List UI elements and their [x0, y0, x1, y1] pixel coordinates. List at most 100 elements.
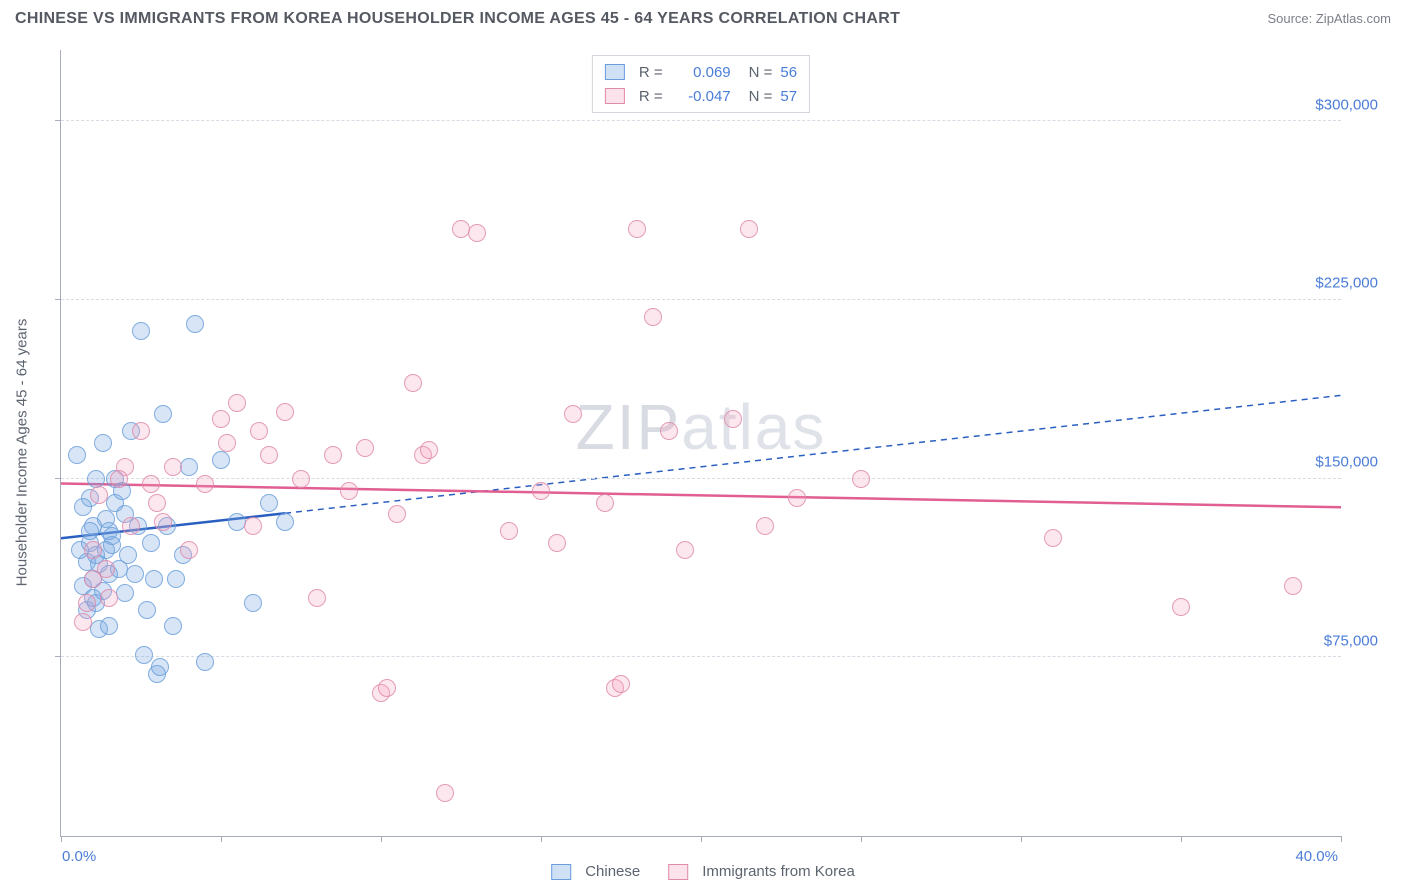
legend-r-value: -0.047	[671, 88, 731, 105]
data-point	[212, 451, 230, 469]
data-point	[154, 405, 172, 423]
data-point	[148, 494, 166, 512]
data-point	[324, 446, 342, 464]
data-point	[135, 646, 153, 664]
data-point	[164, 458, 182, 476]
watermark: ZIPatlas	[576, 390, 827, 464]
legend-swatch	[605, 88, 625, 104]
data-point	[436, 784, 454, 802]
legend-item: Immigrants from Korea	[668, 863, 855, 880]
data-point	[532, 482, 550, 500]
legend-swatch	[551, 864, 571, 880]
data-point	[564, 405, 582, 423]
data-point	[132, 422, 150, 440]
data-point	[97, 560, 115, 578]
data-point	[100, 522, 118, 540]
data-point	[68, 446, 86, 464]
y-tick-mark	[55, 299, 61, 300]
data-point	[388, 505, 406, 523]
grid-line	[61, 120, 1341, 121]
source-label: Source: ZipAtlas.com	[1267, 11, 1391, 26]
y-tick-label: $75,000	[1324, 633, 1378, 650]
trend-lines	[61, 50, 1341, 836]
chart-title: CHINESE VS IMMIGRANTS FROM KOREA HOUSEHO…	[15, 10, 900, 28]
data-point	[180, 458, 198, 476]
grid-line	[61, 299, 1341, 300]
data-point	[852, 470, 870, 488]
data-point	[676, 541, 694, 559]
trend-line-dashed	[285, 395, 1341, 513]
data-point	[500, 522, 518, 540]
data-point	[212, 410, 230, 428]
data-point	[122, 517, 140, 535]
data-point	[276, 403, 294, 421]
data-point	[84, 541, 102, 559]
legend-row: R = 0.069 N = 56	[605, 60, 797, 84]
data-point	[142, 534, 160, 552]
data-point	[142, 475, 160, 493]
data-point	[260, 446, 278, 464]
data-point	[218, 434, 236, 452]
data-point	[378, 679, 396, 697]
data-point	[612, 675, 630, 693]
legend-r-label: R =	[639, 64, 663, 81]
data-point	[788, 489, 806, 507]
data-point	[740, 220, 758, 238]
y-tick-label: $300,000	[1315, 96, 1378, 113]
data-point	[154, 513, 172, 531]
y-tick-mark	[55, 656, 61, 657]
data-point	[250, 422, 268, 440]
data-point	[644, 308, 662, 326]
data-point	[340, 482, 358, 500]
data-point	[180, 541, 198, 559]
grid-line	[61, 656, 1341, 657]
data-point	[196, 653, 214, 671]
legend-r-value: 0.069	[671, 64, 731, 81]
data-point	[1172, 598, 1190, 616]
legend-swatch	[668, 864, 688, 880]
legend-n-value: 57	[780, 88, 797, 105]
data-point	[468, 224, 486, 242]
x-tick-mark	[381, 836, 382, 842]
chart-container: CHINESE VS IMMIGRANTS FROM KOREA HOUSEHO…	[0, 0, 1406, 892]
legend-label: Chinese	[585, 863, 640, 880]
legend-swatch	[605, 64, 625, 80]
data-point	[167, 570, 185, 588]
data-point	[548, 534, 566, 552]
legend-label: Immigrants from Korea	[702, 863, 855, 880]
data-point	[276, 513, 294, 531]
legend-r-label: R =	[639, 88, 663, 105]
data-point	[138, 601, 156, 619]
legend-n-value: 56	[780, 64, 797, 81]
plot-area-wrap: Householder Income Ages 45 - 64 years ZI…	[50, 50, 1386, 837]
x-tick-mark	[701, 836, 702, 842]
data-point	[356, 439, 374, 457]
data-point	[78, 594, 96, 612]
data-point	[404, 374, 422, 392]
data-point	[116, 584, 134, 602]
data-point	[164, 617, 182, 635]
y-tick-mark	[55, 478, 61, 479]
x-min-label: 0.0%	[62, 848, 96, 865]
trend-line-solid	[61, 483, 1341, 507]
data-point	[756, 517, 774, 535]
x-tick-mark	[61, 836, 62, 842]
data-point	[94, 434, 112, 452]
x-tick-mark	[541, 836, 542, 842]
data-point	[81, 522, 99, 540]
y-tick-mark	[55, 120, 61, 121]
correlation-legend: R =0.069N =56R =-0.047N =57	[592, 55, 810, 113]
data-point	[119, 546, 137, 564]
data-point	[110, 470, 128, 488]
watermark-light: atlas	[681, 391, 826, 463]
y-tick-label: $225,000	[1315, 275, 1378, 292]
series-legend: Chinese Immigrants from Korea	[551, 863, 855, 880]
data-point	[244, 517, 262, 535]
legend-n-label: N =	[749, 64, 773, 81]
x-max-label: 40.0%	[1295, 848, 1338, 865]
x-tick-mark	[1021, 836, 1022, 842]
legend-item: Chinese	[551, 863, 640, 880]
x-tick-mark	[221, 836, 222, 842]
data-point	[596, 494, 614, 512]
header: CHINESE VS IMMIGRANTS FROM KOREA HOUSEHO…	[15, 10, 1391, 28]
